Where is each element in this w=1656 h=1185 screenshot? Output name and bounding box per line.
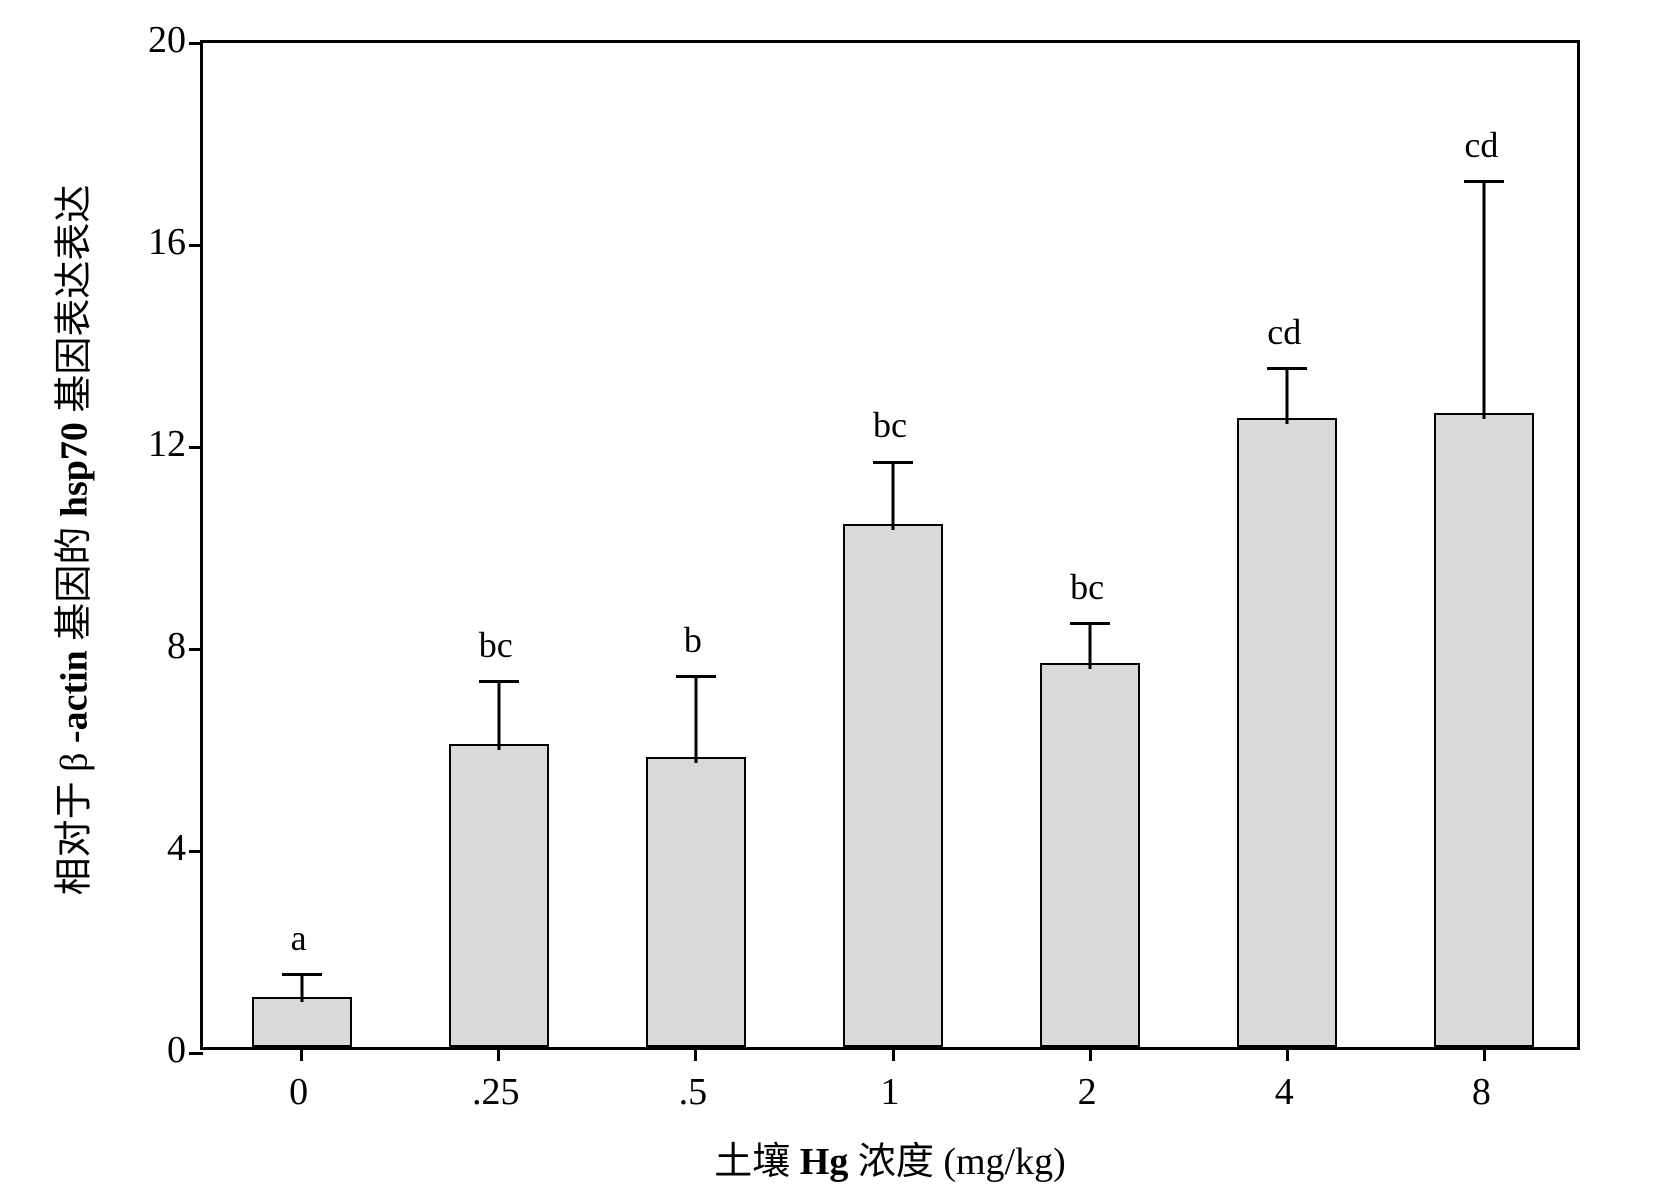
y-axis-label: 相对于 β -actin 基因的 hsp70 基因表达表达 bbox=[43, 185, 98, 896]
error-bar-cap bbox=[873, 461, 913, 464]
error-bar-cap bbox=[1464, 180, 1504, 183]
y-tick-label: 12 bbox=[106, 422, 186, 466]
x-tick bbox=[497, 1047, 500, 1061]
error-bar-cap bbox=[1070, 622, 1110, 625]
significance-label: bc bbox=[479, 624, 513, 666]
error-bar bbox=[1089, 624, 1092, 669]
x-axis-label-part: 土壤 bbox=[714, 1141, 800, 1183]
x-tick-label: 1 bbox=[881, 1070, 900, 1114]
x-tick-label: .25 bbox=[472, 1070, 520, 1114]
x-axis-label: 土壤 Hg 浓度 (mg/kg) bbox=[714, 1130, 1066, 1185]
error-bar bbox=[497, 682, 500, 750]
y-tick bbox=[189, 648, 203, 651]
bar bbox=[646, 757, 746, 1047]
significance-label: cd bbox=[1464, 124, 1498, 166]
x-axis-label-part: 浓度 (mg/kg) bbox=[848, 1141, 1065, 1183]
y-axis-label-part: 基因的 bbox=[54, 517, 96, 650]
bar bbox=[1434, 413, 1534, 1047]
bar bbox=[1040, 663, 1140, 1047]
y-tick bbox=[189, 42, 203, 45]
y-tick bbox=[189, 850, 203, 853]
y-tick-label: 4 bbox=[106, 826, 186, 870]
x-tick bbox=[300, 1047, 303, 1061]
error-bar-cap bbox=[479, 680, 519, 683]
y-tick bbox=[189, 446, 203, 449]
significance-label: cd bbox=[1267, 311, 1301, 353]
y-axis-label-part: -actin bbox=[54, 650, 96, 743]
error-bar bbox=[1483, 182, 1486, 419]
significance-label: a bbox=[291, 917, 307, 959]
y-tick-label: 0 bbox=[106, 1028, 186, 1072]
bar bbox=[1237, 418, 1337, 1047]
x-tick-label: 8 bbox=[1472, 1070, 1491, 1114]
x-tick bbox=[694, 1047, 697, 1061]
x-tick bbox=[892, 1047, 895, 1061]
y-axis-label-part: hsp70 bbox=[54, 422, 96, 517]
x-tick bbox=[1286, 1047, 1289, 1061]
y-axis-label-part: 基因表达表达 bbox=[54, 185, 96, 423]
plot-area bbox=[200, 40, 1580, 1050]
bar bbox=[449, 744, 549, 1047]
error-bar-cap bbox=[1267, 367, 1307, 370]
bar-chart: 相对于 β -actin 基因的 hsp70 基因表达表达 土壤 Hg 浓度 (… bbox=[0, 0, 1656, 1185]
x-tick-label: .5 bbox=[679, 1070, 708, 1114]
y-axis-label-part: 相对于 β bbox=[54, 743, 96, 895]
error-bar bbox=[694, 677, 697, 763]
significance-label: bc bbox=[873, 404, 907, 446]
x-axis-label-part: Hg bbox=[800, 1141, 849, 1183]
error-bar bbox=[1286, 369, 1289, 425]
x-tick-label: 4 bbox=[1275, 1070, 1294, 1114]
error-bar-cap bbox=[282, 973, 322, 976]
x-tick bbox=[1089, 1047, 1092, 1061]
bar bbox=[252, 997, 352, 1048]
y-tick-label: 20 bbox=[106, 18, 186, 62]
x-tick-label: 0 bbox=[289, 1070, 308, 1114]
bar bbox=[843, 524, 943, 1047]
x-tick bbox=[1483, 1047, 1486, 1061]
y-tick bbox=[189, 244, 203, 247]
x-tick-label: 2 bbox=[1078, 1070, 1097, 1114]
y-tick bbox=[189, 1052, 203, 1055]
significance-label: bc bbox=[1070, 566, 1104, 608]
significance-label: b bbox=[684, 619, 702, 661]
y-tick-label: 16 bbox=[106, 220, 186, 264]
y-tick-label: 8 bbox=[106, 624, 186, 668]
error-bar-cap bbox=[676, 675, 716, 678]
error-bar bbox=[892, 462, 895, 530]
error-bar bbox=[300, 975, 303, 1003]
